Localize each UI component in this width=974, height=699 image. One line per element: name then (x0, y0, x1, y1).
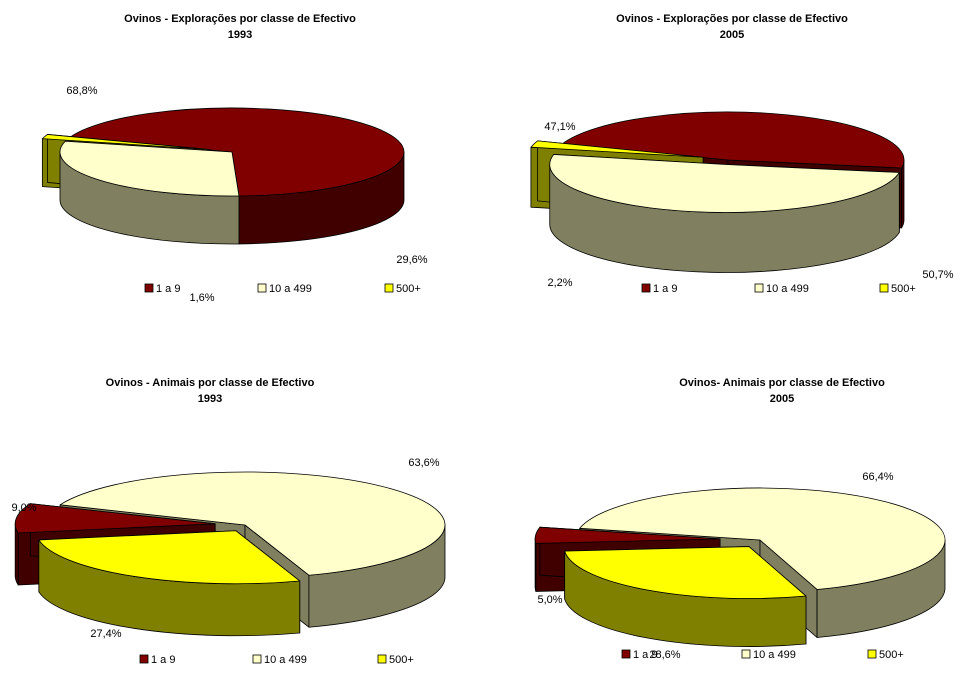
legend: 1 a 9 10 a 499 500+ (621, 649, 904, 661)
legend-label-1-a-9: 1 a 9 (151, 654, 175, 666)
legend: 1 a 9 10 a 499 500+ (641, 283, 916, 295)
legend-swatch-10-a-499 (252, 654, 262, 664)
data-label-500plus: 1,6% (189, 292, 214, 304)
data-label-1-a-9: 5,0% (537, 594, 562, 606)
chart-title: Ovinos - Animais por classe de Efectivo (106, 377, 315, 389)
legend-swatch-10-a-499 (257, 283, 267, 293)
legend-label-1-a-9: 1 a 9 (633, 649, 657, 661)
legend-label-500plus: 500+ (396, 283, 421, 295)
data-label-500plus: 28,6% (649, 649, 680, 661)
pie-chart-4: Ovinos- Animais por classe de Efectivo 20… (534, 377, 946, 661)
legend-label-10-a-499: 10 a 499 (753, 649, 796, 661)
legend-swatch-1-a-9 (139, 654, 149, 664)
legend-swatch-1-a-9 (621, 649, 631, 659)
chart-title: Ovinos - Explorações por classe de Efect… (124, 13, 356, 25)
pie-slice-500plus (38, 530, 301, 637)
legend-label-10-a-499: 10 a 499 (269, 283, 312, 295)
pie-chart-1: Ovinos - Explorações por classe de Efect… (41, 13, 428, 304)
legend: 1 a 9 10 a 499 500+ (139, 654, 414, 666)
pie-chart-3: Ovinos - Animais por classe de Efectivo 1… (11, 377, 446, 666)
chart-title: Ovinos- Animais por classe de Efectivo (679, 377, 885, 389)
chart-title: Ovinos - Explorações por classe de Efect… (616, 13, 848, 25)
legend-label-1-a-9: 1 a 9 (653, 283, 677, 295)
pie-slice-500plus (564, 546, 807, 647)
pie-slice-10-a-499 (549, 154, 900, 273)
legend-label-500plus: 500+ (879, 649, 904, 661)
data-label-10-a-499: 50,7% (922, 269, 953, 281)
pie-slice-10-a-499 (59, 140, 240, 245)
data-label-1-a-9: 68,8% (66, 85, 97, 97)
chart-subtitle: 2005 (770, 393, 794, 405)
legend-label-10-a-499: 10 a 499 (766, 283, 809, 295)
legend-swatch-1-a-9 (641, 283, 651, 293)
legend-swatch-500plus (879, 283, 889, 293)
data-label-500plus: 2,2% (547, 277, 572, 289)
legend-swatch-10-a-499 (754, 283, 764, 293)
legend-swatch-500plus (377, 654, 387, 664)
legend-swatch-10-a-499 (741, 649, 751, 659)
legend-label-500plus: 500+ (891, 283, 916, 295)
data-label-10-a-499: 66,4% (862, 471, 893, 483)
data-label-10-a-499: 63,6% (408, 457, 439, 469)
data-label-1-a-9: 9,0% (11, 502, 36, 514)
data-label-500plus: 27,4% (90, 628, 121, 640)
chart-subtitle: 2005 (720, 29, 744, 41)
chart-subtitle: 1993 (228, 29, 252, 41)
data-label-1-a-9: 47,1% (544, 121, 575, 133)
pie-chart-2: Ovinos - Explorações por classe de Efect… (530, 13, 954, 295)
legend: 1 a 9 10 a 499 500+ (144, 283, 421, 295)
legend-swatch-500plus (867, 649, 877, 659)
data-label-10-a-499: 29,6% (396, 254, 427, 266)
chart-subtitle: 1993 (198, 393, 222, 405)
legend-swatch-1-a-9 (144, 283, 154, 293)
legend-swatch-500plus (384, 283, 394, 293)
legend-label-10-a-499: 10 a 499 (264, 654, 307, 666)
legend-label-500plus: 500+ (389, 654, 414, 666)
legend-label-1-a-9: 1 a 9 (156, 283, 180, 295)
